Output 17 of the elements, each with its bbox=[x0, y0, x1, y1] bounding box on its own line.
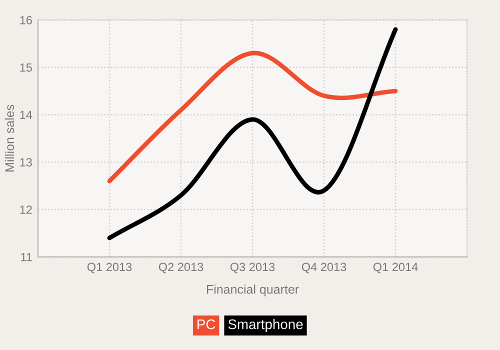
text: Smartphone bbox=[228, 319, 303, 332]
x-tick-label: Q3 2013 bbox=[230, 262, 275, 274]
y-tick-label: 14 bbox=[20, 110, 32, 120]
x-tick-label: Q2 2013 bbox=[158, 262, 204, 274]
y-tick-label: 11 bbox=[21, 253, 32, 262]
x-tick-label: Q1 2013 bbox=[87, 262, 132, 274]
x-tick-label: Q4 2013 bbox=[302, 262, 346, 274]
y-tick-label: 15 bbox=[20, 63, 32, 72]
text: PC bbox=[198, 319, 216, 330]
x-tick-label: Q1 2014 bbox=[373, 262, 418, 274]
y-tick-label: 12 bbox=[20, 206, 32, 214]
y-tick-label: 13 bbox=[20, 158, 32, 167]
line-series bbox=[107, 50, 398, 184]
x-axis-title: Financial quarter bbox=[206, 284, 299, 296]
y-tick-label: 16 bbox=[20, 16, 32, 24]
line-series bbox=[107, 27, 398, 240]
y-axis-title: Million sales bbox=[4, 104, 14, 172]
